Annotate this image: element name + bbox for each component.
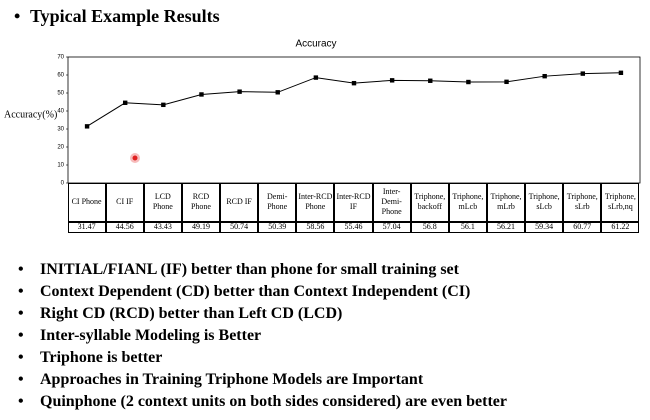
y-tick-label: 10: [57, 163, 64, 169]
bullet-text: Triphone is better: [40, 349, 163, 366]
table-value-cell: 49.19: [181, 221, 221, 233]
table-header-cell: Triphone, sLrb,nq: [601, 182, 640, 222]
bullet-item: • Context Dependent (CD) better than Cont…: [18, 283, 470, 301]
bullet-dot: •: [18, 371, 24, 388]
table-value-cell: 56.21: [486, 221, 526, 233]
table-header-cell: LCD Phone: [143, 182, 182, 222]
table-header-cell: Triphone, mLrb: [486, 182, 526, 222]
y-tick-label: 20: [57, 145, 64, 151]
point: [542, 73, 547, 79]
heading: Typical Example Results: [30, 6, 220, 26]
point: [123, 100, 128, 105]
bullet-item: • Triphone is better: [18, 349, 162, 367]
y-tick-label: 30: [57, 127, 64, 133]
bullet-text: Context Dependent (CD) better than Conte…: [40, 283, 471, 300]
bullet-item: • Inter-syllable Modeling is Better: [18, 327, 261, 345]
y-tick-label: 40: [57, 109, 64, 115]
table-header-cell: Inter-RCD Phone: [296, 182, 335, 222]
bullet-dot: •: [18, 349, 24, 366]
point: [199, 92, 204, 97]
table-header-cell: CI Phone: [67, 182, 106, 222]
point: [161, 102, 166, 108]
bullet-text: Inter-syllable Modeling is Better: [40, 327, 262, 344]
line: [86, 72, 621, 127]
table-header-cell: RCD Phone: [181, 182, 221, 222]
point: [580, 71, 585, 76]
bullet-dot: •: [18, 261, 24, 278]
table-header-cell: Demi-Phone: [258, 182, 297, 222]
table-header-cell: Inter-RCD IF: [334, 182, 373, 222]
table-header-cell: CI IF: [105, 182, 144, 222]
y-axis-label: Accuracy(%): [4, 109, 57, 120]
table-header-cell: Triphone, mLcb: [448, 182, 487, 222]
table-value-cell: 43.43: [143, 221, 182, 233]
table-value-cell: 59.34: [525, 221, 564, 233]
table-value-cell: 58.56: [296, 221, 335, 233]
bullet-dot: •: [14, 6, 20, 26]
point: [351, 80, 357, 86]
y-tick-label: 0: [61, 181, 65, 187]
point: [84, 124, 90, 129]
table-value-cell: 60.77: [563, 221, 602, 233]
point: [237, 89, 242, 94]
bullet-dot: •: [18, 393, 24, 410]
cursor-dot: [132, 155, 138, 161]
bullet-item: • Right CD (RCD) better than Left CD (LCD…: [18, 305, 342, 323]
bullet-text: INITIAL/FIANL (IF) better than phone for…: [40, 261, 459, 278]
table-value-cell: 44.56: [105, 221, 144, 233]
table-value-cell: 57.04: [372, 221, 411, 233]
chart-title: Accuracy: [295, 39, 336, 50]
y-tick-label: 60: [57, 73, 64, 79]
table-value-cell: 50.39: [258, 221, 297, 233]
table-header-cell: Inter-Demi-Phone: [372, 182, 411, 222]
table-value-cell: 56.1: [448, 221, 487, 233]
point: [618, 70, 624, 76]
table-header-cell: Triphone, sLrb: [563, 182, 602, 222]
table-value-cell: 55.46: [334, 221, 373, 233]
table-value-cell: 31.47: [67, 221, 106, 233]
bullet-item: • INITIAL/FIANL (IF) better than phone fo…: [18, 261, 459, 279]
y-tick-label: 50: [57, 91, 64, 97]
point: [504, 79, 509, 85]
bullet-text: Quinphone (2 context units on both sides…: [40, 393, 507, 410]
point: [389, 78, 395, 83]
table-value-cell: 50.74: [220, 221, 259, 233]
bullet-text: Right CD (RCD) better than Left CD (LCD): [40, 305, 343, 322]
point: [466, 79, 471, 85]
table-header-cell: Triphone, backoff: [410, 182, 449, 222]
table-header-cell: Triphone, sLcb: [525, 182, 564, 222]
bullet-text: Approaches in Training Triphone Models a…: [40, 371, 424, 388]
table-value-cell: 56.8: [410, 221, 449, 233]
table-header-cell: RCD IF: [220, 182, 259, 222]
point: [275, 90, 280, 95]
bullet-dot: •: [18, 305, 24, 322]
point: [428, 78, 433, 83]
y-tick-label: 70: [57, 55, 64, 61]
bullet-item: • Quinphone (2 context units on both side…: [18, 393, 507, 411]
bullet-item: • Approaches in Training Triphone Models …: [18, 371, 423, 389]
point: [313, 75, 319, 80]
bullet-dot: •: [18, 283, 24, 300]
table-value-cell: 61.22: [601, 221, 640, 233]
bullet-dot: •: [18, 327, 24, 344]
